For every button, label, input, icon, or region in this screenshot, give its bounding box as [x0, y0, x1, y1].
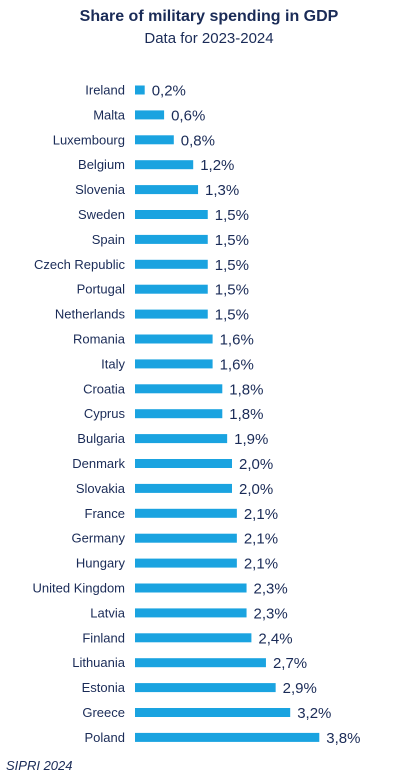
value-label: 0,2% — [152, 83, 186, 100]
value-label: 1,5% — [215, 232, 249, 249]
category-label: Sweden — [78, 207, 125, 222]
value-label: 1,5% — [215, 207, 249, 224]
category-label: United Kingdom — [33, 581, 126, 596]
bar — [135, 210, 208, 219]
value-label: 2,1% — [244, 556, 278, 573]
bar — [135, 533, 237, 543]
category-label: Slovenia — [75, 182, 126, 197]
bar — [135, 459, 232, 468]
bar — [135, 558, 237, 568]
bar — [135, 708, 291, 717]
value-label: 3,8% — [326, 730, 360, 747]
category-label: Portugal — [77, 282, 126, 297]
value-label: 2,7% — [273, 655, 307, 672]
bar — [135, 110, 165, 120]
bar — [135, 284, 208, 294]
value-label: 0,6% — [171, 107, 205, 124]
category-label: Luxembourg — [53, 132, 125, 147]
value-label: 1,2% — [200, 157, 234, 174]
value-label: 2,4% — [258, 630, 292, 647]
category-label: Belgium — [78, 157, 125, 172]
source-note: SIPRI 2024 — [6, 758, 73, 773]
category-label: Romania — [73, 332, 126, 347]
category-label: Ireland — [85, 83, 125, 98]
value-label: 1,5% — [215, 257, 249, 274]
bar — [135, 583, 247, 593]
bar — [135, 508, 237, 518]
category-label: Denmark — [72, 456, 125, 471]
bar — [135, 85, 145, 95]
bar — [135, 409, 223, 419]
category-label: Lithuania — [72, 655, 126, 670]
category-label: France — [85, 506, 125, 521]
category-label: Hungary — [76, 556, 126, 571]
value-label: 0,8% — [181, 132, 215, 149]
bar — [135, 135, 174, 145]
value-label: 2,1% — [244, 531, 278, 548]
bar — [135, 384, 223, 394]
category-label: Netherlands — [55, 307, 126, 322]
bar — [135, 483, 232, 493]
value-label: 3,2% — [297, 705, 331, 722]
category-label: Malta — [93, 107, 126, 122]
category-label: Latvia — [90, 605, 125, 620]
value-label: 1,8% — [229, 406, 263, 423]
bar — [135, 334, 213, 344]
value-label: 1,3% — [205, 182, 239, 199]
value-label: 1,8% — [229, 381, 263, 398]
category-label: Finland — [82, 630, 125, 645]
chart-title: Share of military spending in GDP — [79, 8, 339, 25]
chart-subtitle: Data for 2023-2024 — [144, 30, 274, 47]
bar — [135, 732, 320, 742]
value-label: 2,0% — [239, 481, 273, 498]
category-label: Cyprus — [84, 406, 126, 421]
category-label: Estonia — [82, 680, 126, 695]
bar — [135, 683, 276, 693]
value-label: 2,0% — [239, 456, 273, 473]
value-label: 1,5% — [215, 282, 249, 299]
bar — [135, 633, 252, 643]
value-label: 1,6% — [220, 356, 254, 373]
bar — [135, 434, 228, 444]
value-label: 1,6% — [220, 332, 254, 349]
category-label: Italy — [101, 356, 125, 371]
category-label: Czech Republic — [34, 257, 126, 272]
value-label: 1,5% — [215, 307, 249, 324]
bar — [135, 160, 194, 170]
bar — [135, 658, 266, 668]
bar — [135, 259, 208, 269]
bar — [135, 608, 247, 618]
bar — [135, 185, 199, 195]
bar — [135, 359, 213, 369]
category-label: Greece — [82, 705, 125, 720]
category-label: Bulgaria — [77, 431, 125, 446]
category-label: Croatia — [83, 381, 126, 396]
category-label: Slovakia — [76, 481, 126, 496]
bar — [135, 234, 208, 244]
value-label: 1,9% — [234, 431, 268, 448]
value-label: 2,3% — [254, 581, 288, 598]
bar — [135, 309, 208, 319]
value-label: 2,3% — [254, 605, 288, 622]
category-label: Poland — [85, 730, 125, 745]
value-label: 2,1% — [244, 506, 278, 523]
category-label: Spain — [92, 232, 125, 247]
category-label: Germany — [72, 531, 126, 546]
value-label: 2,9% — [283, 680, 317, 697]
